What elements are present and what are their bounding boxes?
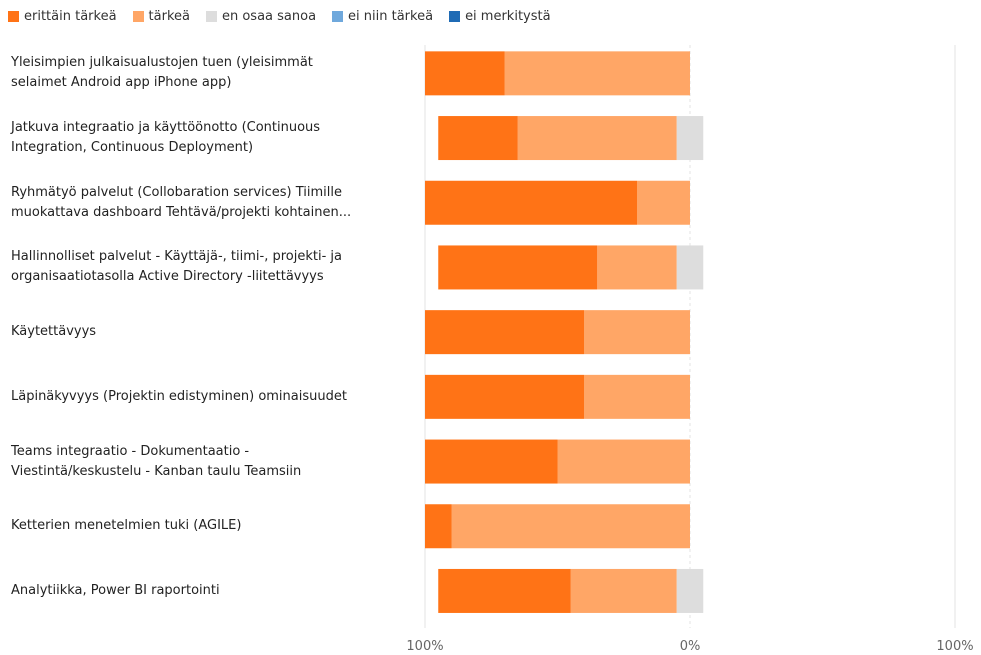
bar-segment-important[interactable] — [584, 374, 690, 419]
bar-segment-very-important[interactable] — [425, 51, 505, 96]
legend-swatch — [332, 10, 344, 22]
category-label-text: Teams integraatio - Dokumentaatio - Vies… — [11, 443, 302, 479]
legend-item-very-important[interactable]: erittäin tärkeä — [8, 9, 117, 24]
bar-segment-very-important[interactable] — [425, 439, 558, 484]
bar-segment-very-important[interactable] — [438, 116, 518, 161]
category-label: Ketterien menetelmien tuki (AGILE) — [11, 504, 406, 548]
chart-legend: erittäin tärkeä tärkeä en osaa sanoa ei … — [8, 6, 567, 26]
legend-swatch — [132, 10, 144, 22]
bar-segment-dont-know[interactable] — [676, 116, 704, 161]
legend-swatch — [8, 10, 19, 22]
category-label-text: Läpinäkyvyys (Projektin edistyminen) omi… — [11, 388, 347, 404]
category-label: Yleisimpien julkaisualustojen tuen (ylei… — [11, 51, 406, 95]
category-label: Ryhmätyö palvelut (Collobaration service… — [11, 181, 406, 225]
chart-bars — [425, 51, 704, 613]
category-label-text: Analytiikka, Power BI raportointi — [11, 582, 220, 598]
x-tick-label: 100% — [936, 639, 973, 654]
category-label-text: Ketterien menetelmien tuki (AGILE) — [11, 518, 242, 534]
legend-item-not-so-important[interactable]: ei niin tärkeä — [332, 9, 433, 24]
bar-segment-very-important[interactable] — [425, 310, 584, 355]
category-label-text: Jatkuva integraatio ja käyttöönotto (Con… — [11, 120, 321, 156]
bar-segment-important[interactable] — [451, 504, 691, 549]
category-label: Läpinäkyvyys (Projektin edistyminen) omi… — [11, 375, 406, 419]
x-axis-ticks: 100% 0% 100% — [406, 639, 973, 654]
legend-item-dont-know[interactable]: en osaa sanoa — [205, 8, 317, 24]
legend-label: ei merkitystä — [465, 8, 551, 24]
bar-segment-very-important[interactable] — [425, 180, 637, 225]
category-label: Jatkuva integraatio ja käyttöönotto (Con… — [11, 116, 406, 160]
category-label: Analytiikka, Power BI raportointi — [11, 569, 406, 613]
bar-segment-important[interactable] — [504, 51, 691, 96]
bar-segment-important[interactable] — [584, 310, 690, 355]
legend-label: en osaa sanoa — [221, 8, 317, 24]
bar-segment-very-important[interactable] — [438, 245, 598, 290]
bar-segment-dont-know[interactable] — [676, 568, 704, 613]
bar-segment-very-important[interactable] — [425, 374, 584, 419]
legend-item-important[interactable]: tärkeä — [132, 8, 190, 24]
bar-segment-dont-know[interactable] — [676, 245, 704, 290]
category-label: Käytettävyys — [11, 310, 406, 354]
category-label-text: Käytettävyys — [11, 324, 97, 340]
legend-label: ei niin tärkeä — [348, 8, 434, 24]
bar-segment-important[interactable] — [597, 245, 677, 290]
bar-segment-important[interactable] — [570, 568, 677, 613]
x-tick-label: 0% — [680, 639, 701, 654]
category-label-text: Hallinnolliset palvelut - Käyttäjä-, tii… — [11, 249, 342, 285]
category-label: Teams integraatio - Dokumentaatio - Vies… — [11, 440, 406, 484]
legend-swatch — [205, 10, 217, 22]
bar-segment-important[interactable] — [637, 180, 690, 225]
category-label-text: Ryhmätyö palvelut (Collobaration service… — [11, 184, 352, 220]
bar-segment-very-important[interactable] — [425, 504, 452, 549]
legend-swatch — [449, 10, 461, 22]
legend-item-no-significance[interactable]: ei merkitystä — [449, 9, 551, 24]
legend-label: tärkeä — [148, 8, 190, 24]
category-label: Hallinnolliset palvelut - Käyttäjä-, tii… — [11, 245, 406, 289]
bar-segment-important[interactable] — [517, 116, 677, 161]
category-label-text: Yleisimpien julkaisualustojen tuen (ylei… — [11, 55, 313, 91]
bar-segment-important[interactable] — [557, 439, 691, 484]
legend-label: erittäin tärkeä — [24, 8, 117, 24]
x-tick-label: 100% — [406, 639, 443, 654]
bar-segment-very-important[interactable] — [438, 568, 571, 613]
